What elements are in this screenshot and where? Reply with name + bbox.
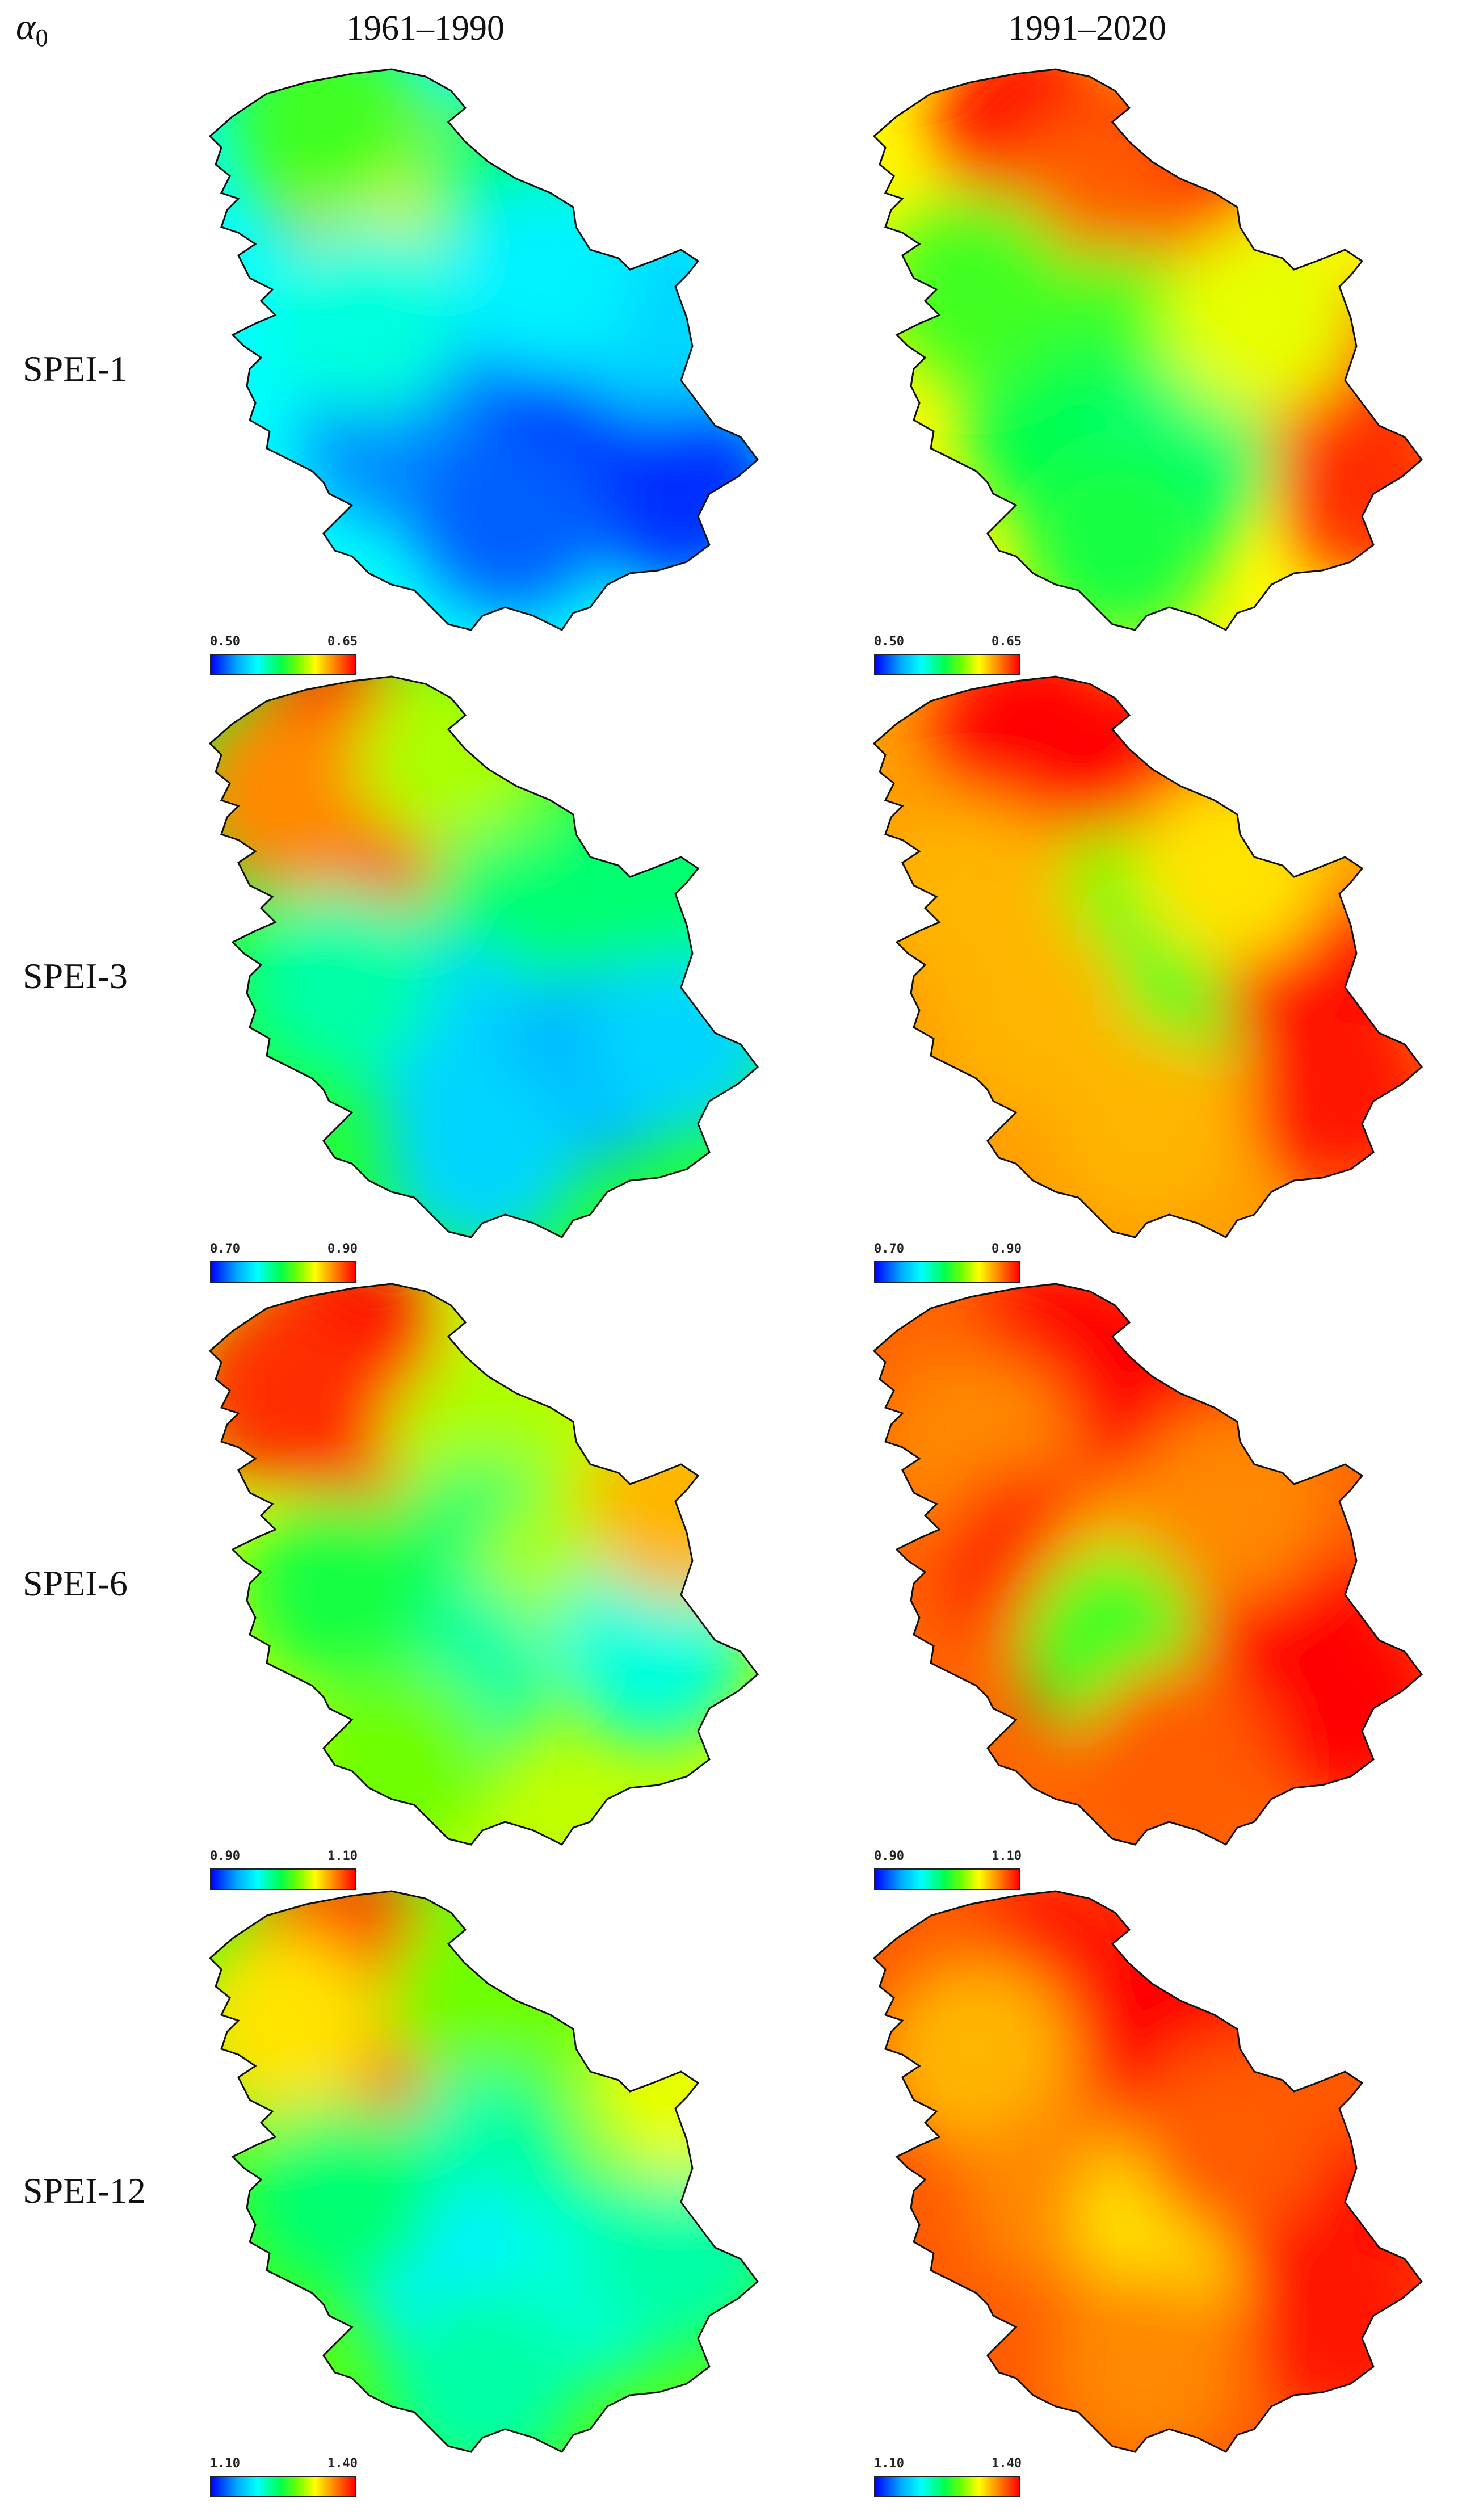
value-patch xyxy=(1050,2270,1243,2452)
value-patch xyxy=(443,182,636,375)
legend-max-label: 0.65 xyxy=(992,635,1022,649)
value-patch xyxy=(1163,221,1356,414)
value-patch xyxy=(301,1663,494,1845)
value-patch xyxy=(1135,1408,1328,1601)
value-patch xyxy=(1050,1027,1243,1220)
value-patch xyxy=(244,2100,437,2293)
legend-max-label: 1.10 xyxy=(327,1849,358,1863)
country-border xyxy=(208,1283,759,1846)
country-border xyxy=(208,68,759,631)
value-patch xyxy=(1135,2043,1328,2236)
row-label-spei-3: SPEI-3 xyxy=(23,956,128,996)
legend-min-label: 0.90 xyxy=(874,1849,904,1863)
legend-color-bar xyxy=(874,1868,1020,1890)
value-patch xyxy=(386,1901,579,2094)
map-panel-spei-12-0: 1.10 1.40 xyxy=(199,1884,766,2509)
map-panel-spei-1-1: 0.50 0.65 xyxy=(863,62,1430,687)
value-patch xyxy=(1135,772,1328,965)
legend-min-label: 0.50 xyxy=(210,635,240,649)
legend-color-bar xyxy=(874,1261,1020,1283)
country-border xyxy=(872,1283,1423,1846)
column-header-1961-1990: 1961–1990 xyxy=(346,9,505,48)
country-border xyxy=(872,1890,1423,2453)
color-scale-legend: 0.90 1.10 xyxy=(874,1849,1022,1895)
value-patch xyxy=(1277,392,1422,585)
value-patch xyxy=(386,1056,579,1237)
serbia-map xyxy=(208,1890,759,2453)
map-panel-spei-3-0: 0.70 0.90 xyxy=(199,670,766,1294)
legend-color-bar xyxy=(210,1868,356,1890)
color-scale-legend: 1.10 1.40 xyxy=(210,2456,358,2502)
color-scale-legend: 0.50 0.65 xyxy=(210,635,358,680)
legend-max-label: 1.10 xyxy=(992,1849,1022,1863)
alpha-symbol: α0 xyxy=(16,6,48,52)
legend-color-bar xyxy=(210,1261,356,1283)
value-patch xyxy=(386,2287,579,2452)
column-header-1991-2020: 1991–2020 xyxy=(1008,9,1166,48)
country-border xyxy=(208,1890,759,2453)
map-panel-spei-1-0: 0.50 0.65 xyxy=(199,62,766,687)
value-patch xyxy=(210,1930,380,2123)
legend-max-label: 0.90 xyxy=(327,1242,358,1256)
serbia-map xyxy=(872,675,1423,1238)
value-patch xyxy=(585,942,758,1135)
serbia-map xyxy=(208,68,759,631)
value-patch xyxy=(585,1408,758,1601)
legend-max-label: 1.40 xyxy=(327,2456,358,2471)
legend-max-label: 1.40 xyxy=(992,2456,1022,2471)
legend-color-bar xyxy=(874,654,1020,675)
serbia-map xyxy=(872,1890,1423,2453)
map-panel-spei-3-1: 0.70 0.90 xyxy=(863,670,1430,1294)
legend-color-bar xyxy=(210,654,356,675)
legend-min-label: 0.70 xyxy=(874,1242,904,1256)
value-patch xyxy=(1078,1663,1271,1845)
serbia-map xyxy=(872,1283,1423,1846)
value-patch xyxy=(210,1294,380,1487)
value-patch xyxy=(880,1958,1073,2151)
map-panel-spei-6-1: 0.90 1.10 xyxy=(863,1277,1430,1901)
value-patch xyxy=(880,800,1073,993)
value-patch xyxy=(880,193,1073,386)
country-border xyxy=(208,675,759,1238)
value-patch xyxy=(585,1986,758,2179)
legend-color-bar xyxy=(210,2476,356,2497)
serbia-map xyxy=(208,675,759,1238)
legend-min-label: 0.50 xyxy=(874,635,904,649)
value-patch xyxy=(585,392,758,585)
country-border xyxy=(872,68,1423,631)
legend-max-label: 0.65 xyxy=(327,635,358,649)
color-scale-legend: 1.10 1.40 xyxy=(874,2456,1022,2502)
value-patch xyxy=(210,698,380,891)
color-scale-legend: 0.70 0.90 xyxy=(874,1242,1022,1287)
value-patch xyxy=(244,885,437,1078)
country-border xyxy=(872,675,1423,1238)
legend-min-label: 0.90 xyxy=(210,1849,240,1863)
legend-min-label: 1.10 xyxy=(210,2456,240,2471)
value-patch xyxy=(272,221,465,414)
serbia-map xyxy=(208,1283,759,1846)
legend-min-label: 1.10 xyxy=(874,2456,904,2471)
row-label-spei-6: SPEI-6 xyxy=(23,1563,128,1603)
value-patch xyxy=(244,1493,437,1686)
value-patch xyxy=(585,2157,758,2350)
map-panel-spei-12-1: 1.10 1.40 xyxy=(863,1884,1430,2509)
value-patch xyxy=(1249,999,1422,1192)
value-patch xyxy=(414,420,607,613)
value-patch xyxy=(358,677,551,851)
value-patch xyxy=(1249,2231,1422,2424)
color-scale-legend: 0.70 0.90 xyxy=(210,1242,358,1287)
legend-color-bar xyxy=(874,2476,1020,2497)
legend-max-label: 0.90 xyxy=(992,1242,1022,1256)
color-scale-legend: 0.50 0.65 xyxy=(874,635,1022,680)
map-panel-spei-6-0: 0.90 1.10 xyxy=(199,1277,766,1901)
serbia-map xyxy=(872,68,1423,631)
color-scale-legend: 0.90 1.10 xyxy=(210,1849,358,1895)
row-label-spei-12: SPEI-12 xyxy=(23,2170,146,2211)
legend-min-label: 0.70 xyxy=(210,1242,240,1256)
value-patch xyxy=(1249,1606,1422,1799)
row-label-spei-1: SPEI-1 xyxy=(23,348,128,389)
